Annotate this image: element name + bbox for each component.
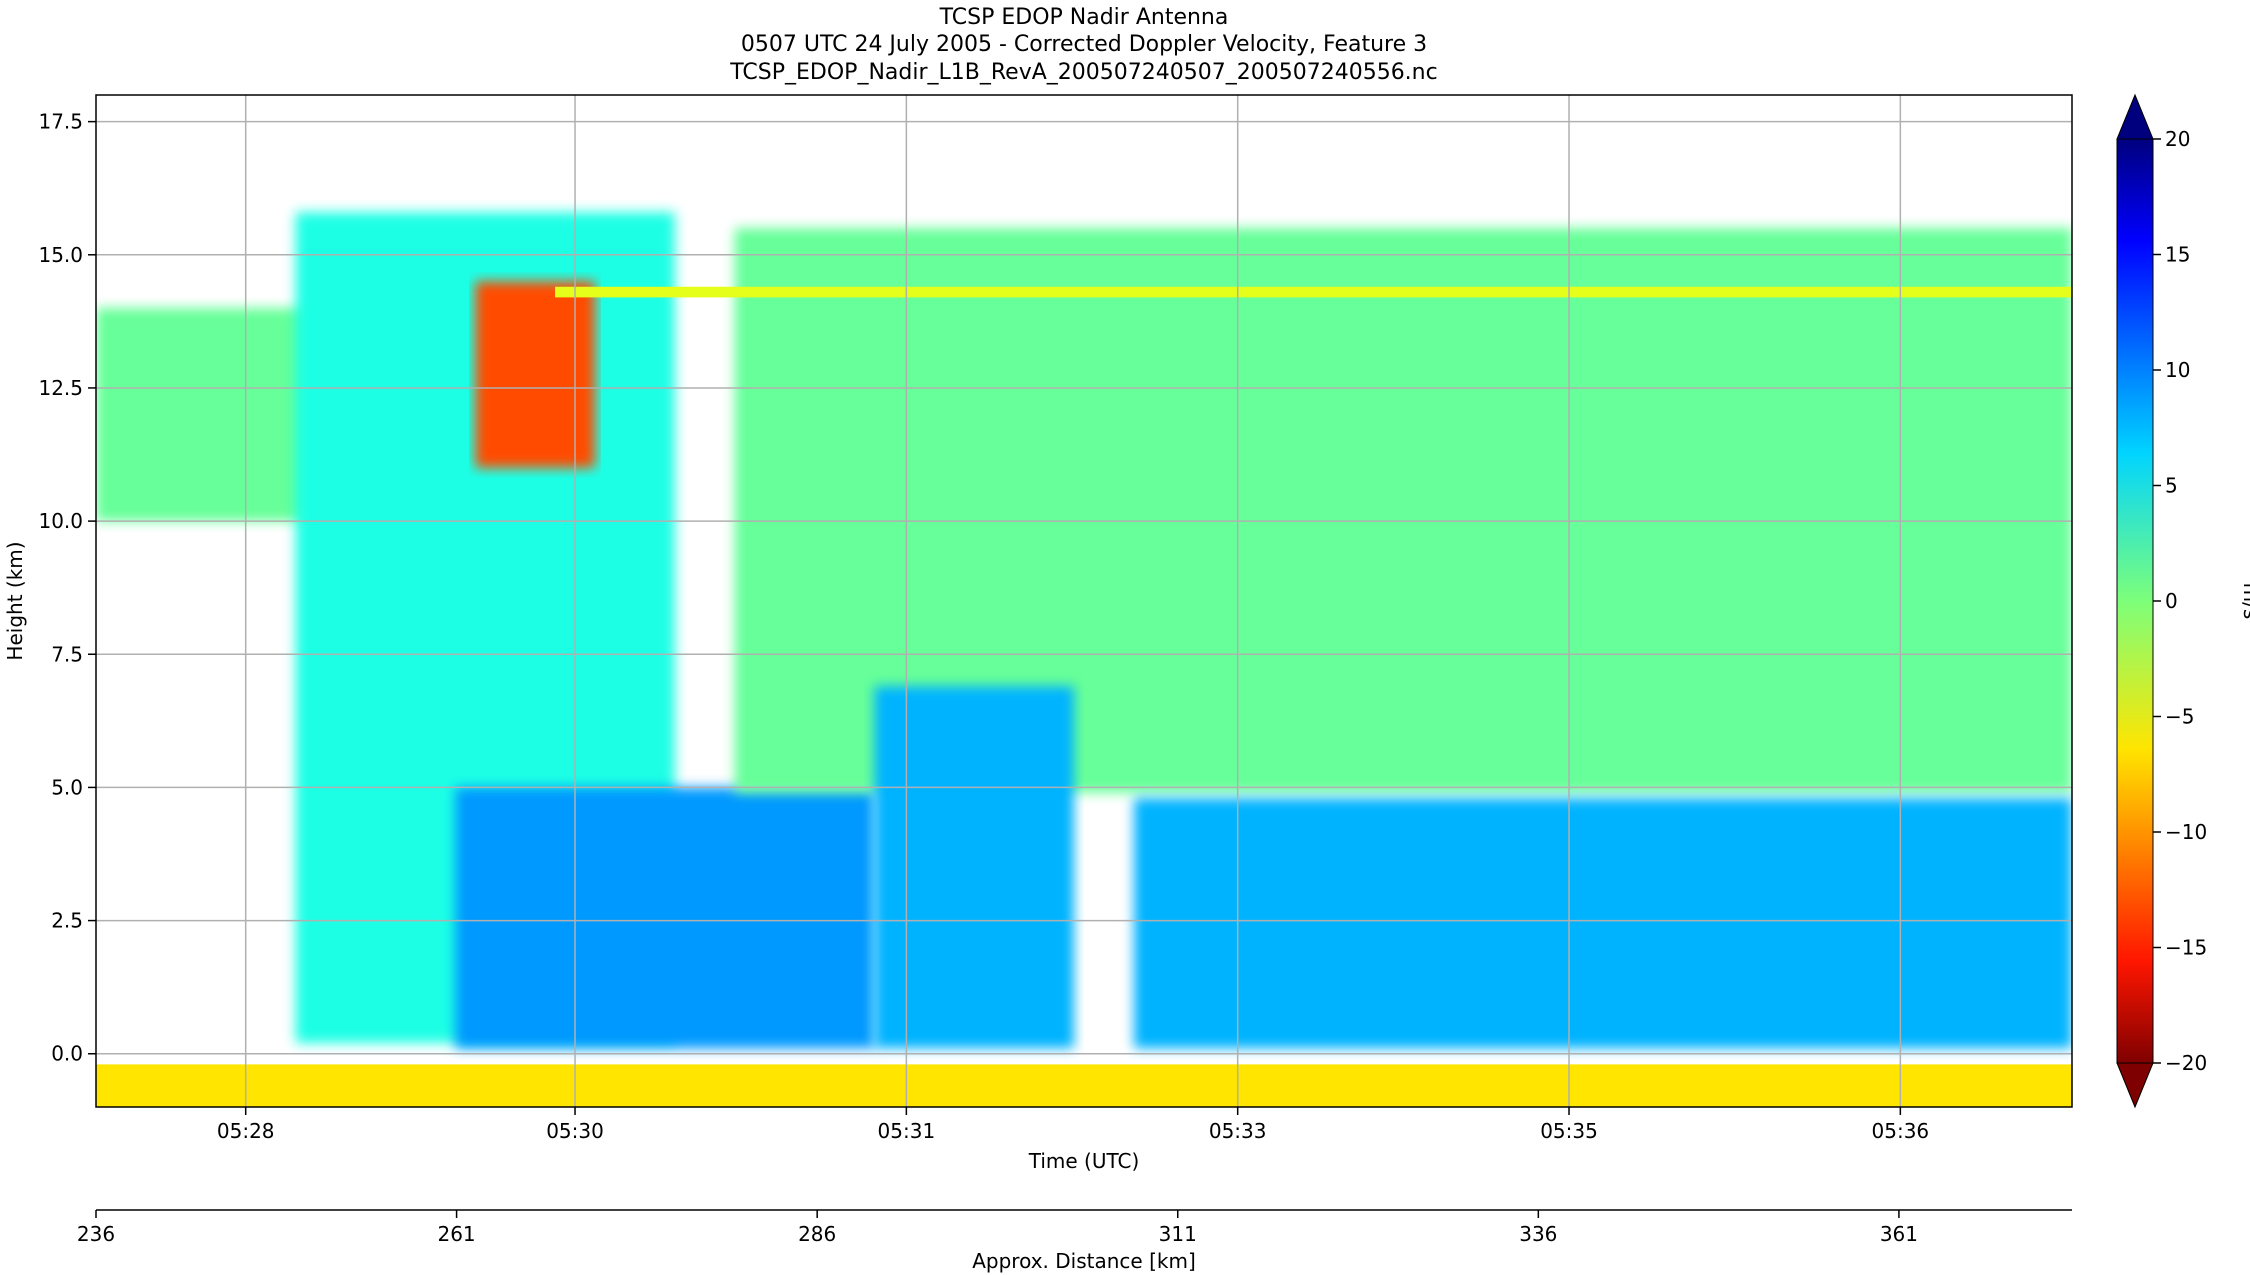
y-tick-label: 15.0 [38, 243, 83, 267]
y-tick-label: 12.5 [38, 376, 83, 400]
y-tick-label: 10.0 [38, 509, 83, 533]
region-tower-1-rain-shaft [455, 787, 875, 1049]
x-tick-label: 05:33 [1209, 1119, 1267, 1143]
colorbar-tick-label: −5 [2165, 705, 2194, 729]
colorbar-gradient [2116, 138, 2154, 1064]
x-axis-label: Time (UTC) [1028, 1149, 1140, 1173]
colorbar-tick-label: −20 [2165, 1051, 2207, 1075]
y-axis-label: Height (km) [3, 541, 27, 660]
distance-tick-label: 236 [77, 1222, 115, 1246]
colorbar-tick-label: −10 [2165, 820, 2207, 844]
colorbar-extend-min [2116, 1062, 2154, 1109]
distance-tick-label: 311 [1159, 1222, 1197, 1246]
colorbar-tick-label: 5 [2165, 474, 2178, 498]
region-tower-2-rain-shaft [874, 686, 1075, 1049]
colorbar-tick-label: 0 [2165, 589, 2178, 613]
colorbar-tick-label: −15 [2165, 936, 2207, 960]
x-axis: 05:28 05:30 05:31 05:33 05:35 05:36 [217, 1107, 1929, 1143]
chart-title-line-1: TCSP EDOP Nadir Antenna [939, 5, 1229, 30]
colorbar-ticks: 20 15 10 5 0 −5 −10 −15 −20 [2153, 127, 2207, 1075]
x-tick-label: 05:31 [878, 1119, 936, 1143]
y-tick-label: 17.5 [38, 110, 83, 134]
y-tick-label: 2.5 [51, 909, 83, 933]
colorbar-tick-label: 20 [2165, 127, 2190, 151]
distance-tick-label: 261 [437, 1222, 475, 1246]
distance-tick-label: 286 [798, 1222, 836, 1246]
region-tower-1-updraft-core [475, 281, 595, 468]
distance-axis: 236 261 286 311 336 361 [77, 1210, 1918, 1246]
y-tick-label: 0.0 [51, 1042, 83, 1066]
colorbar-extend-max [2116, 93, 2154, 140]
colorbar-tick-label: 15 [2165, 243, 2190, 267]
colorbar-label: m/s [2239, 583, 2250, 620]
chart-title-line-3: TCSP_EDOP_Nadir_L1B_RevA_200507240507_20… [729, 60, 1437, 85]
y-tick-label: 5.0 [51, 775, 83, 799]
x-tick-label: 05:28 [217, 1119, 275, 1143]
plot-frame [95, 94, 2073, 1108]
velocity-field [96, 212, 2072, 1107]
distance-tick-label: 336 [1519, 1222, 1557, 1246]
distance-axis-label: Approx. Distance [km] [972, 1249, 1196, 1273]
chart-title-line-2: 0507 UTC 24 July 2005 - Corrected Dopple… [741, 32, 1427, 57]
x-tick-label: 05:30 [546, 1119, 604, 1143]
region-stratiform-rain [1133, 798, 2072, 1049]
distance-tick-label: 361 [1880, 1222, 1918, 1246]
region-melting-level-line [555, 286, 2072, 298]
x-tick-label: 05:35 [1540, 1119, 1598, 1143]
x-tick-label: 05:36 [1872, 1119, 1930, 1143]
y-tick-label: 7.5 [51, 642, 83, 666]
colorbar: 20 15 10 5 0 −5 −10 −15 −20 m/s [2116, 93, 2250, 1109]
grid-lines [96, 95, 2072, 1107]
colorbar-tick-label: 10 [2165, 358, 2190, 382]
region-surface-return [96, 1064, 2072, 1107]
y-axis: 0.0 2.5 5.0 7.5 10.0 12.5 15.0 17.5 [38, 110, 96, 1066]
